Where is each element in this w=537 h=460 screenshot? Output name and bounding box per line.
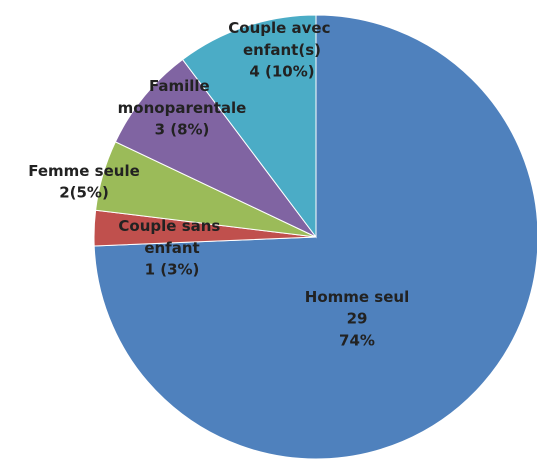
value-label: 2(5%) (59, 184, 109, 202)
value-label: 4 (10%) (249, 63, 314, 81)
slice-label: Famille monoparentale (118, 77, 247, 117)
slice-label: Couple avec enfant(s) (228, 19, 335, 59)
value-label: 1 (3%) (145, 261, 200, 279)
pie-slice (114, 58, 317, 238)
value-label: 74% (339, 332, 375, 350)
slice-label: Femme seule (28, 162, 140, 180)
slice-label: Couple sans enfant (118, 217, 225, 257)
value-label: 29 (347, 310, 368, 328)
value-label: 3 (8%) (155, 121, 210, 139)
pie-slice (93, 14, 537, 460)
slice-label: Homme seul (305, 288, 409, 306)
pie-slice (181, 14, 317, 239)
